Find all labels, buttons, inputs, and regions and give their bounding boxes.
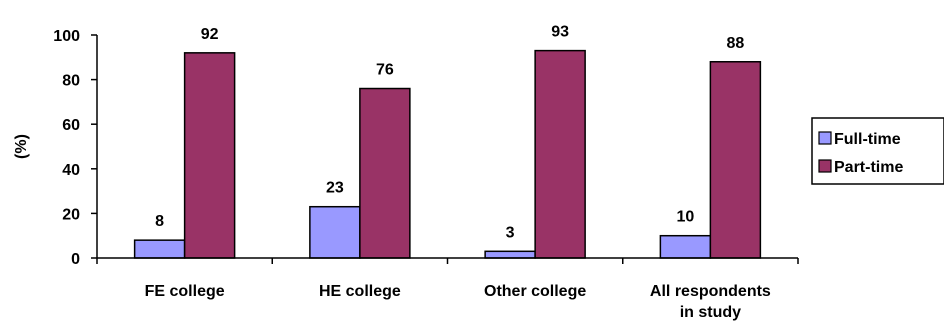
bar-full-time-0 [133,239,186,259]
bar-part-time-2 [534,49,586,259]
bar-part-time-3 [709,61,762,259]
x-tick-label: Other college [484,283,586,300]
x-tick-label-line: FE college [145,283,225,300]
data-label: 88 [726,35,744,52]
x-tick-label: FE college [145,283,225,300]
legend-label-part-time: Part-time [834,159,903,176]
data-label: 23 [326,180,344,197]
labels-layer: 8 92 FE college 23 76 HE college 3 93 Other coll… [13,24,771,321]
data-label: 92 [201,26,219,43]
y-tick-label: 20 [62,206,80,223]
axes-layer [91,34,799,264]
legend-box [811,117,944,185]
legend-swatch-part-time [818,159,832,173]
y-axis-label: (%) [13,134,30,159]
y-tick-label: 40 [62,162,80,179]
bar-full-time-2 [484,250,536,259]
y-tick-label: 80 [62,73,80,90]
bar-full-time-3 [659,234,712,259]
data-label: 93 [551,24,569,41]
x-tick-label: All respondents in study [650,283,771,321]
x-tick-label-line: All respondents [650,283,771,300]
bars-layer [133,49,762,259]
data-label: 76 [376,62,394,79]
bar-part-time-1 [359,87,411,259]
x-tick-label: HE college [319,283,401,300]
x-tick-label-line: Other college [484,283,586,300]
legend: Full-time Part-time [811,117,944,185]
y-tick-label: 0 [71,251,80,268]
bar-full-time-1 [309,205,361,259]
data-label: 3 [506,224,515,241]
legend-label-full-time: Full-time [834,131,901,148]
data-label: 10 [676,209,694,226]
data-label: 8 [155,213,164,230]
x-tick-label-line: HE college [319,283,401,300]
x-tick-label-line: in study [680,304,741,321]
y-tick-label: 100 [53,28,80,45]
legend-swatch-full-time [818,131,832,145]
y-tick-label: 60 [62,117,80,134]
bar-part-time-0 [183,52,236,259]
